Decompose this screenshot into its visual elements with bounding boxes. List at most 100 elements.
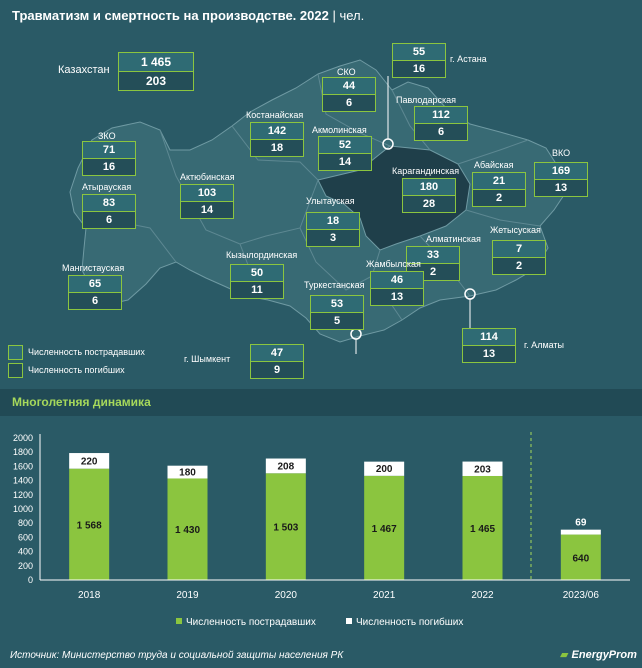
region-values-zko: 71 16 xyxy=(82,141,136,176)
y-tick-label: 2000 xyxy=(13,433,33,443)
turkestan-injured: 53 xyxy=(311,296,363,313)
region-values-pavlodar: 112 6 xyxy=(414,106,468,141)
bar-injured xyxy=(167,478,208,580)
bar-label-injured: 1 568 xyxy=(77,520,102,531)
shymkent-injured: 47 xyxy=(251,345,303,362)
zhetysu-dead: 2 xyxy=(493,258,545,274)
region-values-zhambyl: 46 13 xyxy=(370,271,424,306)
y-tick-label: 1200 xyxy=(13,490,33,500)
karaganda-injured: 180 xyxy=(403,179,455,196)
region-values-aktobe: 103 14 xyxy=(180,184,234,219)
source-note: Источник: Министерство труда и социально… xyxy=(10,650,344,661)
logo-mark-icon: ▰ xyxy=(560,649,572,661)
border-line xyxy=(465,209,541,227)
astana-injured: 55 xyxy=(393,44,445,61)
region-label-kostanay: Костанайская xyxy=(246,110,304,120)
zko-dead: 16 xyxy=(83,159,135,175)
border-line xyxy=(239,179,319,245)
sko-injured: 44 xyxy=(323,78,375,95)
y-tick-label: 0 xyxy=(28,575,33,585)
aktobe-dead: 14 xyxy=(181,202,233,218)
legend-label-dead: Численность погибших xyxy=(28,365,125,375)
ulytau-injured: 18 xyxy=(307,213,359,230)
border-line xyxy=(231,125,319,181)
astana-dead: 16 xyxy=(393,61,445,77)
y-tick-label: 200 xyxy=(18,561,33,571)
kyzylorda-dead: 11 xyxy=(231,282,283,298)
mangystau-dead: 6 xyxy=(69,293,121,309)
legend-swatch-dead xyxy=(346,618,352,624)
bar-label-injured: 1 503 xyxy=(273,523,298,534)
region-label-sko: СКО xyxy=(337,67,356,77)
bar-injured xyxy=(69,468,110,580)
aktobe-injured: 103 xyxy=(181,185,233,202)
ulytau-dead: 3 xyxy=(307,230,359,246)
bar-label-injured: 1 465 xyxy=(470,524,495,535)
region-label-turkestan: Туркестанская xyxy=(304,280,365,290)
total-label: Казахстан xyxy=(58,64,110,76)
legend-label-injured: Численность пострадавших xyxy=(186,617,316,628)
region-label-atyrau: Атырауская xyxy=(82,182,132,192)
bar-injured xyxy=(560,534,601,580)
region-label-kyzylorda: Кызылординская xyxy=(226,250,298,260)
region-values-kyzylorda: 50 11 xyxy=(230,264,284,299)
region-label-karaganda: Карагандинская xyxy=(392,166,460,176)
mangystau-injured: 65 xyxy=(69,276,121,293)
region-label-pavlodar: Павлодарская xyxy=(396,95,456,105)
region-label-zko: ЗКО xyxy=(98,131,116,141)
akmola-injured: 52 xyxy=(319,137,371,154)
region-label-ulytau: Улытауская xyxy=(306,196,355,206)
vko-injured: 169 xyxy=(535,163,587,180)
bar-dead xyxy=(364,461,405,476)
bar-label-dead: 220 xyxy=(81,456,98,467)
x-tick-label: 2019 xyxy=(176,590,199,601)
region-label-abay: Абайская xyxy=(474,160,514,170)
bar-label-dead: 208 xyxy=(277,461,294,472)
x-tick-label: 2023/06 xyxy=(563,590,600,601)
border-line xyxy=(457,139,529,165)
vko-dead: 13 xyxy=(535,180,587,196)
legend-label-dead: Численность погибших xyxy=(356,616,463,628)
unit-label: | чел. xyxy=(332,8,365,23)
region-values-abay: 21 2 xyxy=(472,172,526,207)
region-label-astana: г. Астана xyxy=(450,54,487,64)
total-injured: 1 465 xyxy=(119,53,193,72)
atyrau-dead: 6 xyxy=(83,212,135,228)
zhambyl-dead: 13 xyxy=(371,289,423,305)
legend-swatch-dead xyxy=(8,363,23,378)
border-line xyxy=(391,89,431,151)
x-tick-label: 2022 xyxy=(471,590,494,601)
region-values-karaganda: 180 28 xyxy=(402,178,456,213)
almaty-reg-injured: 33 xyxy=(407,247,459,264)
bar-dead xyxy=(462,461,503,476)
pavlodar-dead: 6 xyxy=(415,124,467,140)
bar-label-injured: 1 467 xyxy=(372,524,397,535)
pavlodar-injured: 112 xyxy=(415,107,467,124)
region-values-mangystau: 65 6 xyxy=(68,275,122,310)
y-axis: 0 200 400 600 800 1000 1200 1400 1600 1800 2000 xyxy=(13,433,41,585)
bars: 1 568 220 1 430 180 1 503 208 1 467 200 1 465 203… xyxy=(69,453,601,580)
region-values-atyrau: 83 6 xyxy=(82,194,136,229)
region-values-zhetysu: 7 2 xyxy=(492,240,546,275)
shymkent-dead: 9 xyxy=(251,362,303,378)
bar-injured xyxy=(462,475,503,580)
turkestan-dead: 5 xyxy=(311,313,363,329)
legend-swatch-injured xyxy=(8,345,23,360)
dynamics-title: Многолетняя динамика xyxy=(12,395,151,409)
legend-swatch-injured xyxy=(176,618,182,624)
almaty-city-dead: 13 xyxy=(463,346,515,362)
bar-label-injured: 640 xyxy=(572,553,589,564)
dynamics-header-bar xyxy=(0,389,642,416)
bar-dead xyxy=(265,458,306,474)
y-tick-label: 400 xyxy=(18,547,33,557)
bar-dead xyxy=(69,453,110,469)
x-tick-label: 2018 xyxy=(78,590,101,601)
abay-injured: 21 xyxy=(473,173,525,190)
y-tick-label: 1600 xyxy=(13,461,33,471)
y-tick-label: 1000 xyxy=(13,504,33,514)
bar-dead xyxy=(560,529,601,535)
sko-dead: 6 xyxy=(323,95,375,111)
karaganda-region xyxy=(317,145,471,251)
energyprom-logo: ▰ EnergyProm xyxy=(560,649,637,661)
region-values-ulytau: 18 3 xyxy=(306,212,360,247)
